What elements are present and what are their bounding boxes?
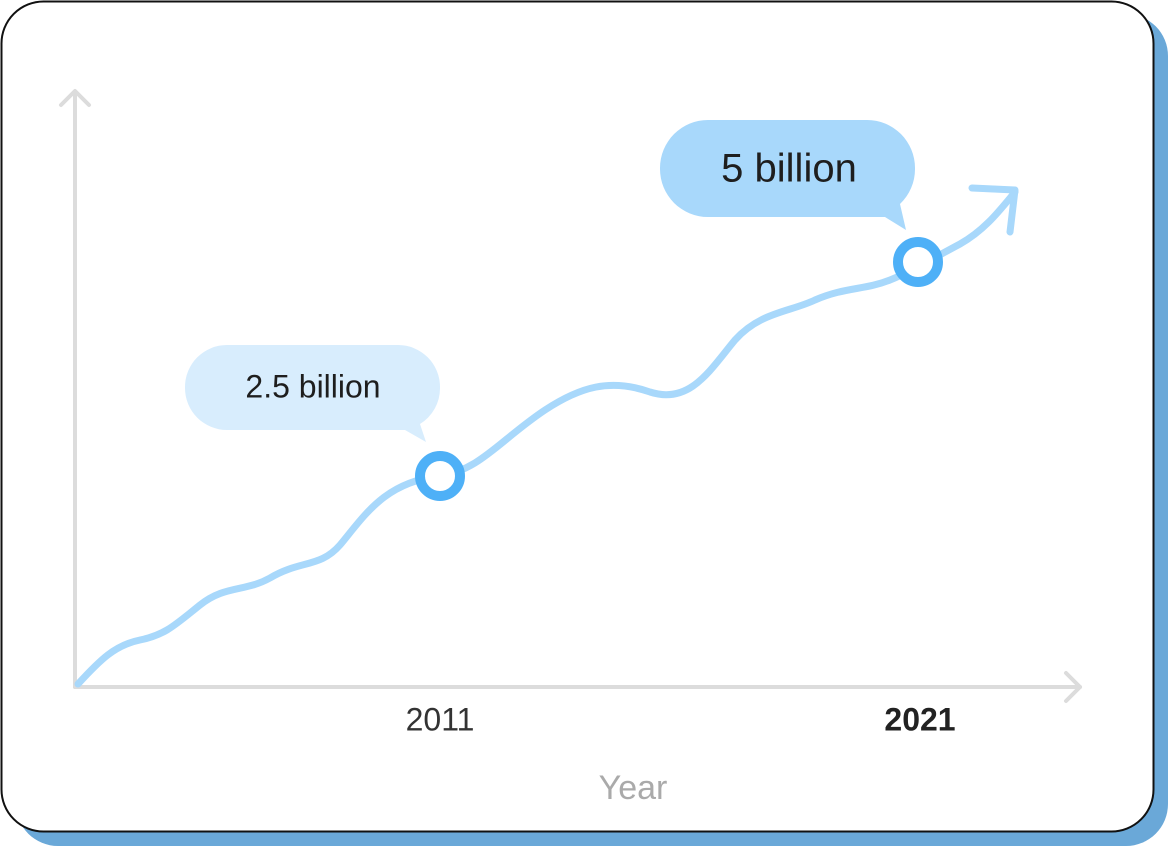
callout-label: 5 billion	[721, 147, 857, 191]
callout: 5 billion	[660, 120, 916, 230]
x-axis-title: Year	[599, 769, 668, 807]
card	[0, 0, 1155, 833]
callout-label: 2.5 billion	[245, 368, 380, 404]
x-label: 2011	[406, 701, 475, 737]
trend-line	[74, 188, 1019, 688]
callout-bubble	[185, 345, 441, 442]
x-label: 2021	[884, 701, 955, 737]
y-axis-arrow	[59, 89, 91, 107]
point-marker	[893, 237, 943, 287]
point-marker	[415, 451, 465, 501]
x-axis-arrow	[1064, 671, 1082, 703]
trend	[74, 184, 1019, 688]
axes	[59, 89, 1082, 703]
trend-arrow	[968, 184, 1019, 236]
callout-bubble	[660, 120, 916, 230]
callout: 2.5 billion	[185, 345, 441, 442]
